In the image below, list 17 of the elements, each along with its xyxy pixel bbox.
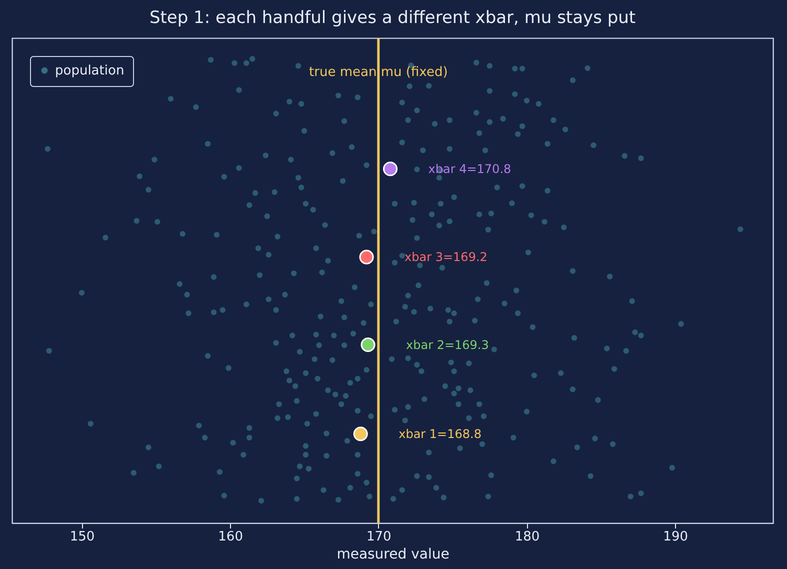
legend-label: population: [55, 64, 124, 78]
annotation: xbar 1=168.8: [398, 426, 482, 441]
x-tick-label: 160: [218, 530, 243, 544]
point: [383, 162, 398, 176]
x-axis-title: measured value: [336, 546, 450, 562]
point: [353, 426, 368, 442]
x-tick-label: 170: [366, 530, 392, 544]
ref-line-label: true mean mu (fixed): [309, 65, 448, 80]
x-tick-label: 190: [663, 530, 688, 544]
annotation: xbar 4=170.8: [428, 162, 512, 176]
x-tick-label: 180: [514, 530, 540, 544]
point: [360, 338, 376, 352]
annotation: xbar 2=169.3: [406, 338, 489, 352]
chart-title: Step 1: each handful gives a different xbar, mu stays put: [149, 8, 636, 28]
x-tick-label: 150: [70, 530, 95, 544]
annotation: xbar 3=169.2: [404, 250, 488, 264]
point: [359, 250, 374, 264]
